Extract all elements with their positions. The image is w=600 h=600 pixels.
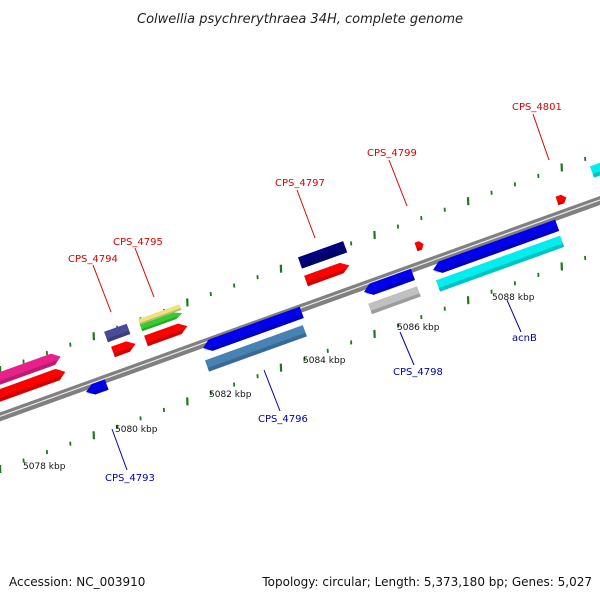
connector-cps-4797 (296, 189, 316, 239)
scale-label-5082: 5082 kbp (209, 390, 252, 400)
gene-label-cps-4795[interactable]: CPS_4795 (113, 237, 163, 248)
gene-cps-4795-yellow[interactable] (138, 304, 182, 325)
gene-cps-4801[interactable] (555, 194, 567, 206)
connector-cps-4795 (134, 247, 155, 298)
gene-cps-4797-navy-shade[interactable] (300, 248, 348, 269)
gene-cps-4798-shade[interactable] (364, 276, 415, 295)
scale-label-5078: 5078 kbp (23, 462, 66, 472)
gene-left-magenta-shade[interactable] (0, 359, 58, 388)
gene-cps-4797-navy[interactable] (298, 241, 348, 269)
gene-label-cps-4793[interactable]: CPS_4793 (105, 473, 155, 484)
gene-features[interactable] (0, 161, 600, 405)
gene-cps-4795-green-shade[interactable] (141, 315, 179, 332)
gene-cps-4798[interactable] (364, 268, 415, 295)
connector-cps-4798 (399, 331, 415, 366)
tick-marks-lower (0, 255, 587, 474)
gene-cps-4797-shade[interactable] (306, 268, 347, 287)
gene-label-cps-4799[interactable]: CPS_4799 (367, 148, 417, 159)
genome-stats-text: Topology: circular; Length: 5,373,180 bp… (261, 575, 592, 589)
connector-cps-4801 (532, 113, 550, 161)
label-connectors (92, 113, 550, 471)
gene-cps-4794-shade[interactable] (106, 330, 131, 343)
gene-cps-4795-yellow-shade[interactable] (139, 308, 182, 325)
gene-cps-4797[interactable] (304, 262, 350, 287)
connector-cps-4793 (111, 428, 128, 471)
gene-cps-4796-shade[interactable] (203, 314, 304, 351)
gene-label-acnb[interactable]: acnB (512, 333, 537, 344)
scale-label-5088: 5088 kbp (492, 293, 535, 303)
gene-label-cps-4794[interactable]: CPS_4794 (68, 254, 118, 265)
gene-cps-4793-shade[interactable] (86, 386, 109, 395)
gene-right-cyan-shade[interactable] (592, 169, 600, 178)
map-title: Colwellia psychrerythraea 34H, complete … (137, 12, 463, 27)
accession-text: Accession: NC_003910 (9, 575, 145, 589)
gene-label-cps-4801[interactable]: CPS_4801 (512, 102, 562, 113)
gene-left-red[interactable] (0, 368, 66, 405)
connector-cps-4796 (263, 369, 281, 412)
gene-cps-4801-shade[interactable] (557, 199, 566, 206)
scale-label-5084: 5084 kbp (303, 356, 346, 366)
gene-acnb[interactable] (433, 219, 560, 273)
gene-right-cyan[interactable] (590, 161, 600, 178)
gene-label-cps-4796[interactable]: CPS_4796 (258, 414, 308, 425)
gene-left-red-shade[interactable] (0, 375, 63, 404)
gene-cps-4795-red[interactable] (144, 323, 188, 347)
gene-cps-4793[interactable] (86, 379, 109, 395)
gene-label-cps-4797[interactable]: CPS_4797 (275, 178, 325, 189)
gene-acnb-cyan[interactable] (436, 235, 565, 292)
gene-cps-4796-steel-shade[interactable] (207, 332, 307, 372)
connector-cps-4794 (92, 264, 112, 313)
scale-label-5080: 5080 kbp (115, 425, 158, 435)
gene-cps-4796-steel[interactable] (205, 325, 307, 372)
gene-left-magenta[interactable] (0, 353, 61, 388)
gene-cps-4799[interactable] (414, 241, 424, 252)
gene-label-cps-4798[interactable]: CPS_4798 (393, 367, 443, 378)
gene-cps-4796[interactable] (203, 306, 304, 351)
connector-acnb (506, 299, 522, 333)
scale-label-5086: 5086 kbp (397, 323, 440, 333)
gene-cps-4798-gray[interactable] (368, 286, 421, 315)
gene-cps-4794[interactable] (104, 323, 131, 343)
gene-cps-4798-gray-shade[interactable] (370, 293, 421, 315)
gene-acnb-cyan-shade[interactable] (438, 243, 565, 292)
connector-cps-4799 (388, 159, 408, 207)
gene-cps-4795-red-shade[interactable] (146, 329, 185, 347)
gene-acnb-shade[interactable] (433, 227, 560, 273)
gene-cps-4799-shade[interactable] (416, 246, 423, 252)
gene-cps-4794-red[interactable] (111, 341, 136, 358)
gene-cps-4794-red-shade[interactable] (113, 347, 133, 358)
gene-cps-4795-green[interactable] (139, 312, 183, 332)
